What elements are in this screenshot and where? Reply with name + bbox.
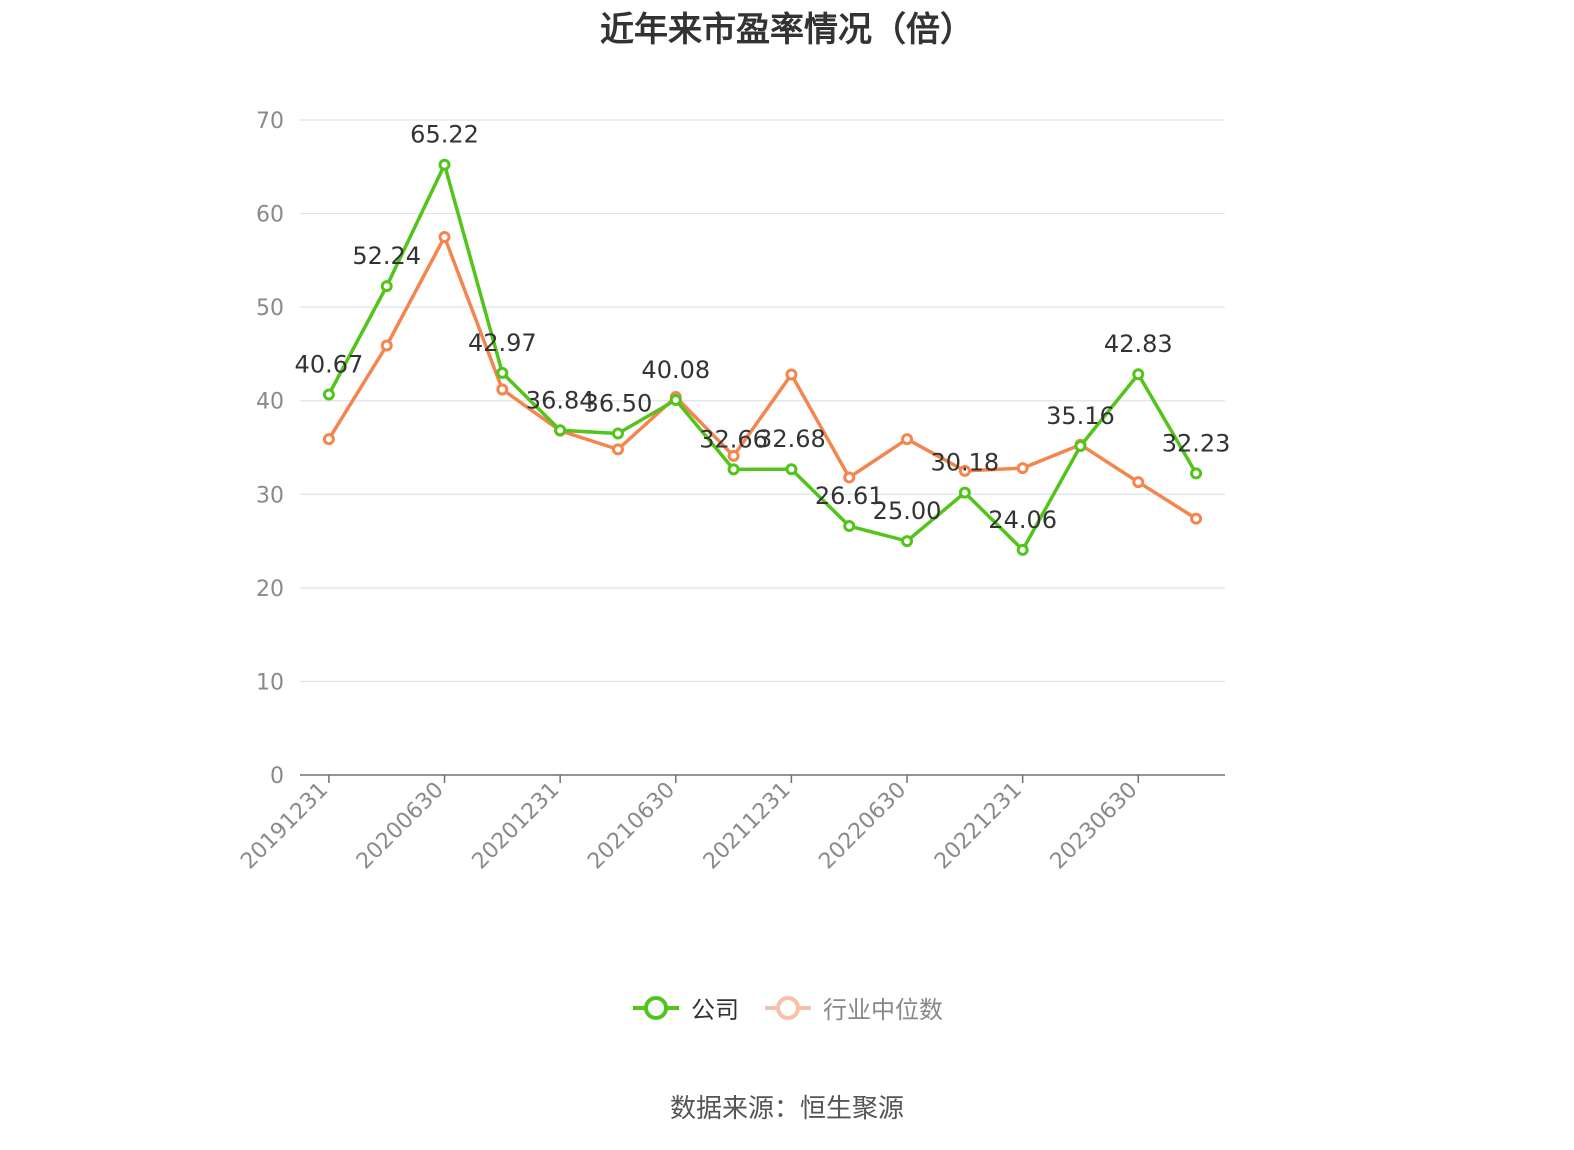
company-data-label: 40.67 — [295, 350, 364, 378]
industry-point — [1132, 476, 1145, 489]
company-data-label: 65.22 — [410, 121, 479, 149]
legend-industry-label: 行业中位数 — [823, 996, 943, 1024]
industry-point — [322, 433, 335, 446]
company-data-label: 35.16 — [1046, 402, 1115, 430]
company-data-label: 32.23 — [1162, 429, 1231, 457]
company-data-label: 42.83 — [1104, 330, 1173, 358]
company-point — [1190, 467, 1203, 480]
company-data-label: 24.06 — [988, 506, 1057, 534]
company-point — [611, 427, 624, 440]
y-tick-label: 0 — [270, 764, 284, 789]
company-point — [727, 463, 740, 476]
company-point — [958, 486, 971, 499]
x-tick-label: 20200630 — [352, 778, 449, 875]
legend-item-company[interactable]: 公司 — [631, 990, 739, 1025]
y-tick-label: 10 — [256, 670, 284, 695]
legend-company-label: 公司 — [691, 996, 739, 1024]
company-point — [843, 520, 856, 533]
industry-point — [611, 443, 624, 456]
company-data-label: 30.18 — [930, 449, 999, 477]
industry-point — [785, 368, 798, 381]
industry-point — [843, 471, 856, 484]
x-tick-label: 20210630 — [583, 778, 680, 875]
legend-company-swatch-icon — [633, 995, 679, 1020]
data-source-note: 数据来源：恒生聚源 — [669, 1094, 904, 1124]
x-tick-label: 20191231 — [236, 778, 333, 875]
y-tick-label: 20 — [256, 577, 284, 602]
series-layer — [322, 158, 1203, 556]
company-point — [785, 463, 798, 476]
grid-layer — [300, 119, 1225, 683]
company-data-label: 26.61 — [815, 482, 884, 510]
company-point — [1016, 543, 1029, 556]
company-data-label: 32.68 — [757, 425, 826, 453]
company-data-label: 32.66 — [699, 425, 768, 453]
y-tick-label: 40 — [256, 390, 284, 415]
company-line — [327, 162, 1198, 552]
company-point — [901, 535, 914, 548]
y-tick-label: 60 — [256, 203, 284, 228]
x-tick-label: 20230630 — [1046, 778, 1143, 875]
company-data-label: 40.08 — [641, 356, 710, 384]
industry-point — [438, 230, 451, 243]
chart-title: 近年来市盈率情况（倍） — [600, 10, 974, 50]
company-point — [322, 388, 335, 401]
company-point — [496, 366, 509, 379]
company-point — [438, 158, 451, 171]
industry-point — [727, 449, 740, 462]
company-point — [1132, 368, 1145, 381]
company-point — [1074, 440, 1087, 453]
y-tick-label: 70 — [256, 109, 284, 134]
industry-point — [1190, 512, 1203, 525]
industry-point — [380, 339, 393, 352]
legend: 公司 行业中位数 — [0, 990, 1574, 1025]
x-tick-label: 20221231 — [930, 778, 1027, 875]
industry-point — [1016, 462, 1029, 475]
x-tick-label: 20211231 — [699, 778, 796, 875]
x-tick-label: 20220630 — [814, 778, 911, 875]
y-tick-label: 50 — [256, 296, 284, 321]
company-point — [380, 280, 393, 293]
company-data-label: 42.97 — [468, 329, 537, 357]
company-data-label: 25.00 — [873, 497, 942, 525]
industry-line — [327, 235, 1198, 521]
industry-point — [958, 464, 971, 477]
company-point — [554, 424, 567, 437]
company-data-label: 36.84 — [526, 386, 595, 414]
y-tick-label: 30 — [256, 483, 284, 508]
company-point — [669, 393, 682, 406]
industry-point — [901, 433, 914, 446]
x-tick-label: 20201231 — [468, 778, 565, 875]
legend-item-industry[interactable]: 行业中位数 — [763, 990, 943, 1025]
company-data-label: 36.50 — [584, 389, 653, 417]
legend-industry-swatch-icon — [765, 995, 811, 1020]
company-data-label: 52.24 — [352, 242, 421, 270]
industry-point — [496, 383, 509, 396]
